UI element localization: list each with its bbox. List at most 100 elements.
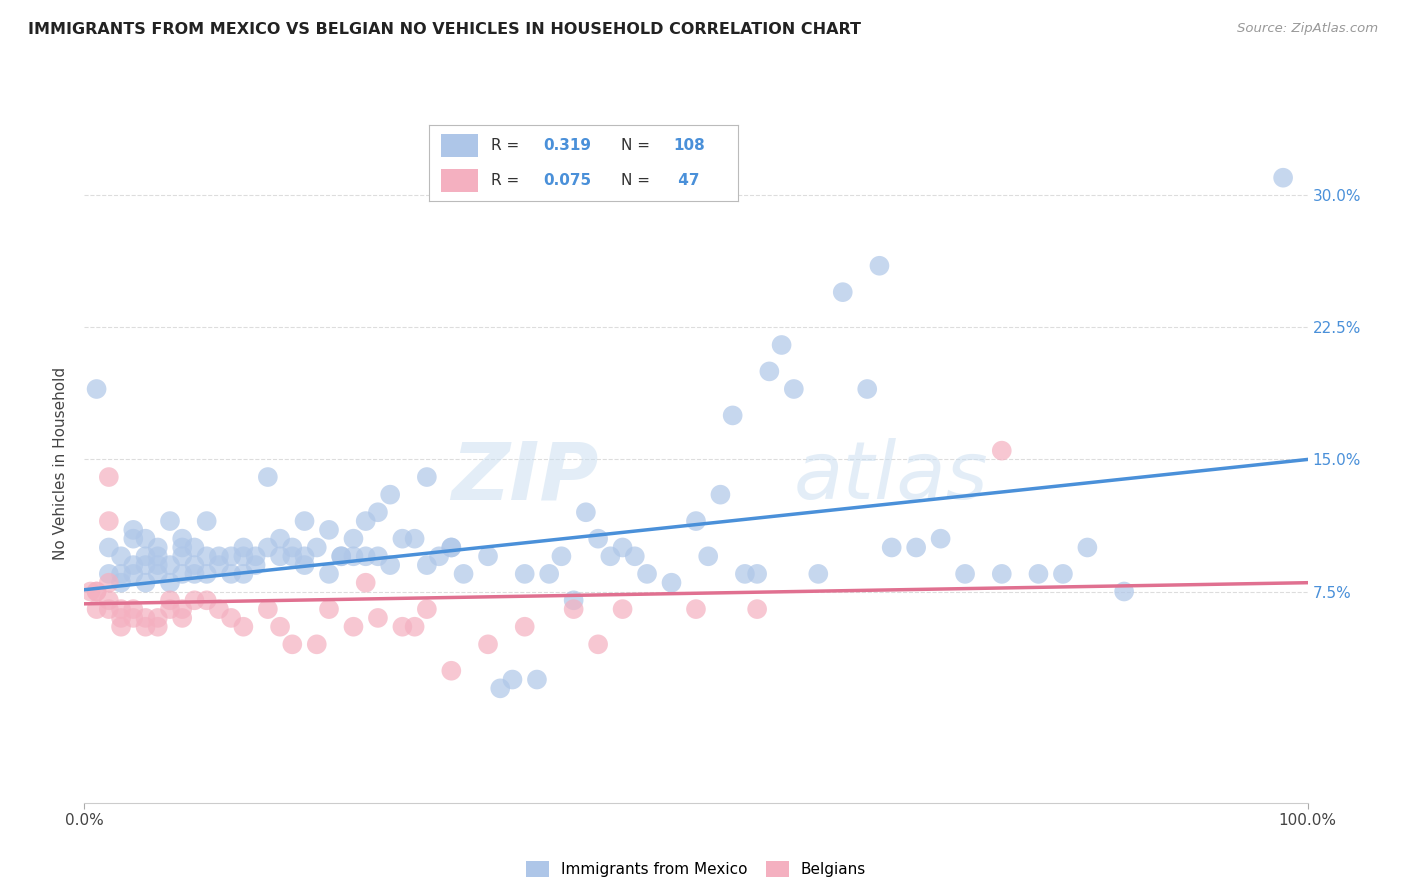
Point <box>562 593 585 607</box>
Point <box>159 593 181 607</box>
Text: IMMIGRANTS FROM MEXICO VS BELGIAN NO VEHICLES IN HOUSEHOLD CORRELATION CHART: IMMIGRANTS FROM MEXICO VS BELGIAN NO VEH… <box>28 22 860 37</box>
Point <box>427 549 450 564</box>
Point <box>122 523 145 537</box>
Point <box>195 549 218 564</box>
Point <box>172 566 194 581</box>
Point <box>599 549 621 564</box>
Point <box>183 593 205 607</box>
Point <box>172 549 194 564</box>
Point <box>281 637 304 651</box>
Point <box>624 549 647 564</box>
Point <box>86 584 108 599</box>
Point <box>281 541 304 555</box>
Point <box>318 602 340 616</box>
Point <box>489 681 512 696</box>
Point <box>135 558 157 573</box>
Point <box>195 514 218 528</box>
Point <box>110 566 132 581</box>
Point <box>257 602 280 616</box>
Text: 0.075: 0.075 <box>543 173 592 187</box>
Point <box>404 532 426 546</box>
Point <box>257 470 280 484</box>
Point <box>86 382 108 396</box>
Point <box>380 558 402 573</box>
Point <box>245 549 267 564</box>
Point <box>195 593 218 607</box>
Point <box>1076 541 1098 555</box>
Text: N =: N = <box>620 173 650 187</box>
Point <box>709 488 731 502</box>
Point <box>208 602 231 616</box>
Point <box>294 549 316 564</box>
Point <box>538 566 561 581</box>
Point <box>770 338 793 352</box>
Point <box>146 611 169 625</box>
Point <box>183 558 205 573</box>
Point <box>342 532 364 546</box>
Point <box>416 602 439 616</box>
Point <box>110 602 132 616</box>
Point <box>404 620 426 634</box>
Point <box>502 673 524 687</box>
Text: R =: R = <box>491 138 519 153</box>
Point <box>747 566 769 581</box>
Point <box>269 549 291 564</box>
Point <box>146 620 169 634</box>
Point <box>219 549 242 564</box>
Point <box>953 566 976 581</box>
Point <box>232 566 254 581</box>
Y-axis label: No Vehicles in Household: No Vehicles in Household <box>53 368 69 560</box>
Point <box>636 566 658 581</box>
Point <box>219 566 242 581</box>
Point <box>159 558 181 573</box>
Point <box>269 532 291 546</box>
Point <box>135 549 157 564</box>
Point <box>440 541 463 555</box>
Point <box>453 566 475 581</box>
Point <box>97 602 120 616</box>
Point <box>440 541 463 555</box>
Point <box>354 549 377 564</box>
Point <box>159 602 181 616</box>
Text: ZIP: ZIP <box>451 438 598 516</box>
Point <box>880 541 903 555</box>
Text: Source: ZipAtlas.com: Source: ZipAtlas.com <box>1237 22 1378 36</box>
Point <box>135 611 157 625</box>
Point <box>122 611 145 625</box>
Point <box>991 566 1014 581</box>
Point <box>661 575 683 590</box>
Point <box>758 364 780 378</box>
Point <box>783 382 806 396</box>
Point <box>1052 566 1074 581</box>
Point <box>747 602 769 616</box>
Point <box>208 558 231 573</box>
Point <box>219 611 242 625</box>
Point <box>586 532 609 546</box>
Point <box>1272 170 1295 185</box>
Point <box>856 382 879 396</box>
Bar <box>441 169 478 192</box>
Point <box>526 673 548 687</box>
Point <box>122 558 145 573</box>
Point <box>575 505 598 519</box>
Point <box>97 566 120 581</box>
Point <box>550 549 572 564</box>
Point <box>135 575 157 590</box>
Point <box>159 514 181 528</box>
Point <box>318 523 340 537</box>
Point <box>562 602 585 616</box>
Point <box>269 620 291 634</box>
Point <box>831 285 853 300</box>
Point <box>721 409 744 423</box>
Point <box>232 549 254 564</box>
Point <box>367 611 389 625</box>
Point <box>477 549 499 564</box>
Point <box>1114 584 1136 599</box>
Point <box>146 558 169 573</box>
Legend: Immigrants from Mexico, Belgians: Immigrants from Mexico, Belgians <box>520 855 872 883</box>
Point <box>172 611 194 625</box>
Point <box>416 558 439 573</box>
Text: 0.319: 0.319 <box>543 138 592 153</box>
Point <box>513 566 536 581</box>
Point <box>929 532 952 546</box>
